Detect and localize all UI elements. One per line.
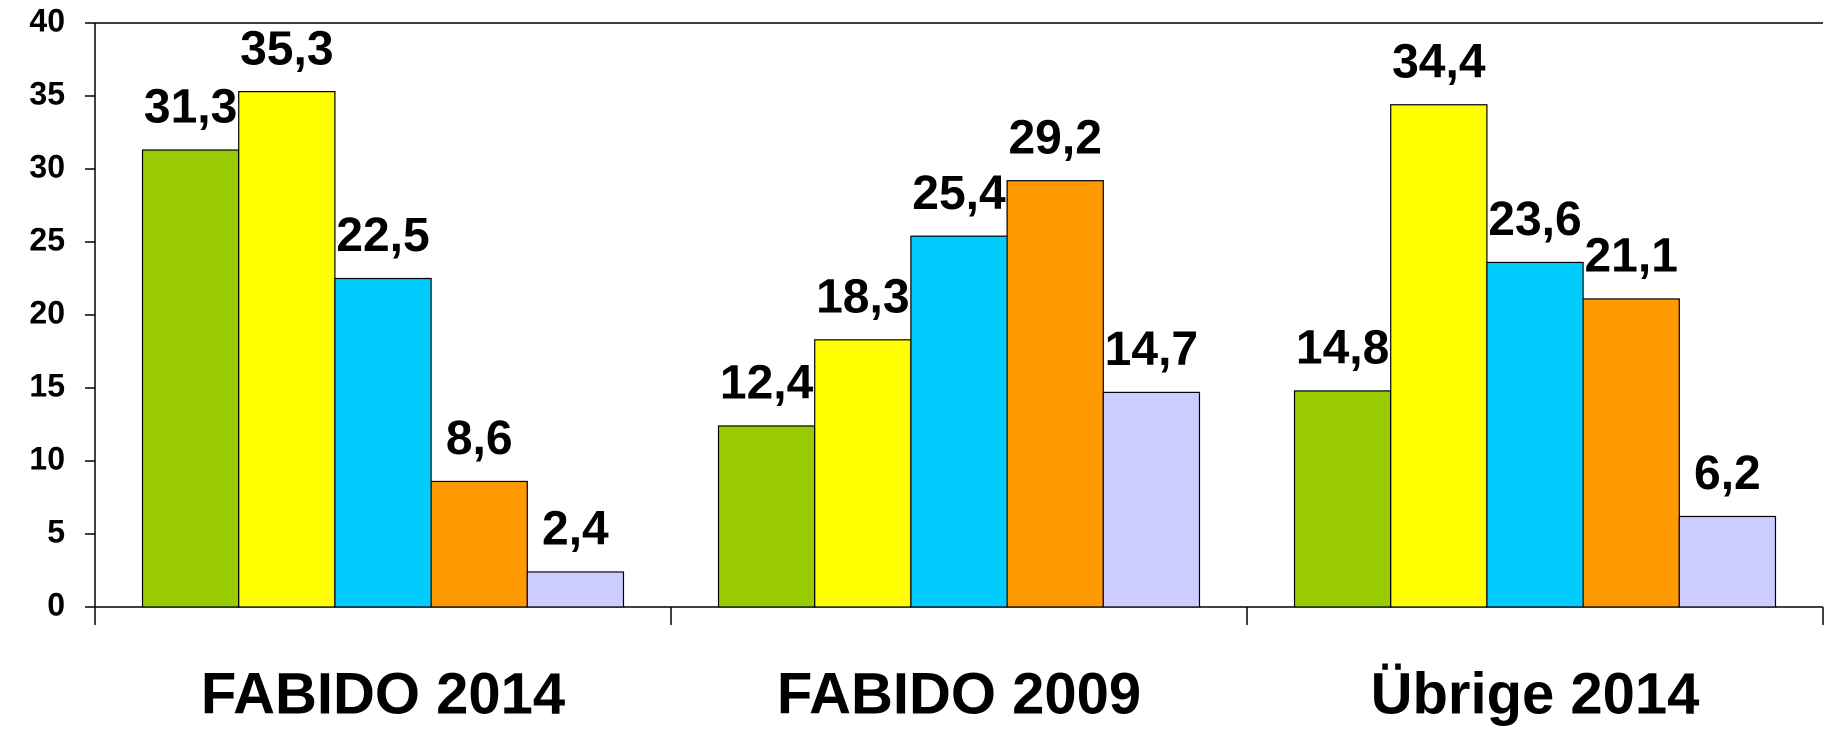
y-tick-label: 15 bbox=[29, 367, 65, 403]
y-tick-label: 0 bbox=[47, 586, 65, 622]
bar bbox=[1582, 298, 1680, 608]
data-label: 25,4 bbox=[912, 167, 1006, 220]
y-tick-label: 40 bbox=[29, 2, 65, 38]
bar bbox=[1678, 515, 1777, 608]
bar bbox=[1390, 104, 1488, 608]
data-label: 23,6 bbox=[1488, 193, 1581, 246]
y-tick-label: 25 bbox=[29, 221, 65, 257]
x-tick-label: FABIDO 2014 bbox=[201, 661, 565, 726]
x-tick-label: FABIDO 2009 bbox=[777, 661, 1141, 726]
data-label: 14,8 bbox=[1296, 322, 1389, 375]
y-tick-label: 20 bbox=[29, 294, 65, 330]
bar bbox=[238, 91, 336, 608]
y-tick-label: 10 bbox=[29, 440, 65, 476]
data-label: 14,7 bbox=[1105, 323, 1198, 376]
data-label: 22,5 bbox=[336, 209, 429, 262]
bar bbox=[1293, 390, 1392, 608]
data-label: 31,3 bbox=[144, 81, 237, 134]
data-label: 6,2 bbox=[1694, 447, 1761, 500]
data-label: 21,1 bbox=[1584, 230, 1677, 283]
x-tick-label: Übrige 2014 bbox=[1371, 661, 1700, 726]
bar bbox=[1486, 261, 1584, 608]
y-tick-label: 30 bbox=[29, 148, 65, 184]
data-label: 35,3 bbox=[240, 22, 333, 75]
data-label: 18,3 bbox=[816, 270, 909, 323]
data-label: 2,4 bbox=[542, 503, 609, 556]
data-label: 29,2 bbox=[1008, 111, 1101, 164]
bar bbox=[334, 277, 432, 608]
data-label: 12,4 bbox=[720, 357, 814, 410]
y-tick-label: 5 bbox=[47, 513, 65, 549]
bar bbox=[141, 149, 240, 608]
bar bbox=[526, 571, 625, 608]
bar bbox=[430, 480, 528, 608]
bar bbox=[814, 339, 912, 608]
y-tick-label: 35 bbox=[29, 75, 65, 111]
bar bbox=[1006, 180, 1104, 608]
bar bbox=[717, 425, 816, 608]
data-label: 8,6 bbox=[446, 412, 513, 465]
bar bbox=[910, 235, 1008, 608]
data-label: 34,4 bbox=[1392, 35, 1486, 88]
bar bbox=[1102, 391, 1201, 608]
